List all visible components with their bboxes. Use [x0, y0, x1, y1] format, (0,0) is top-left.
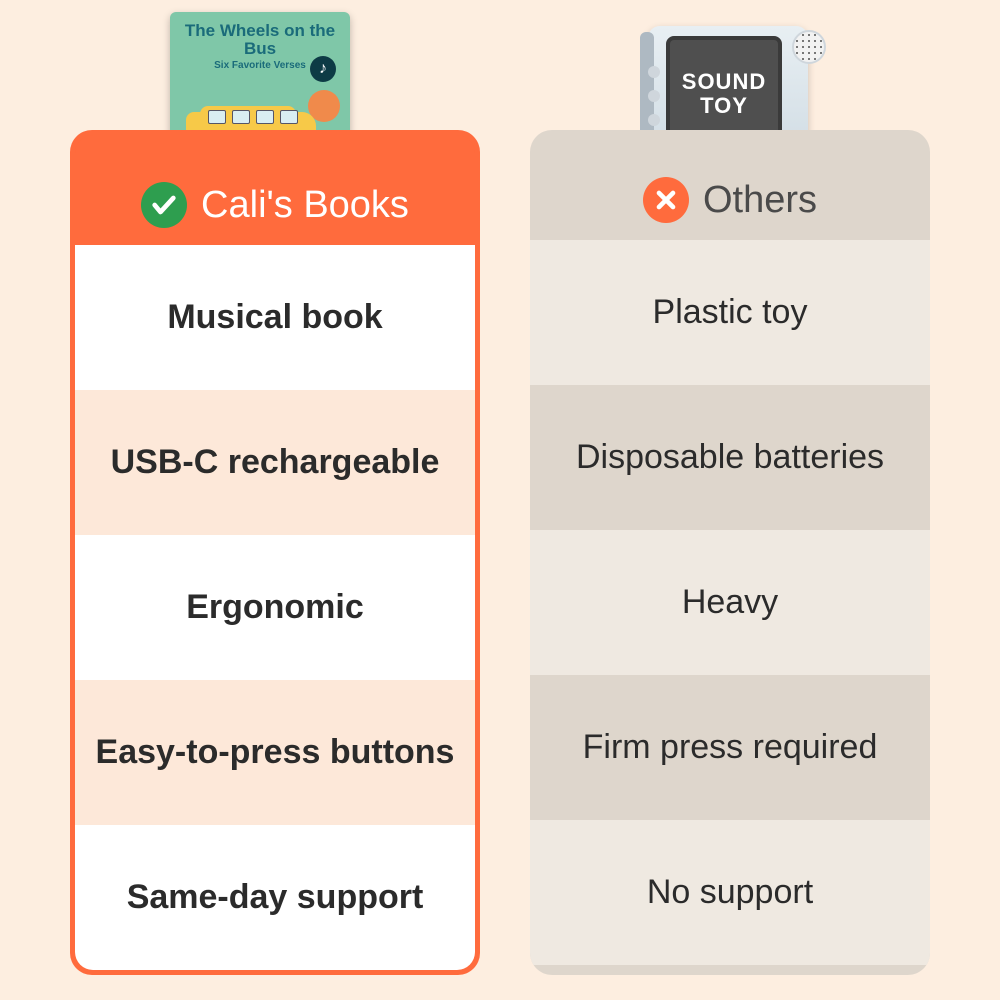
book-title: The Wheels on the Bus: [180, 22, 340, 58]
table-row: Plastic toy: [530, 240, 930, 385]
table-row: No support: [530, 820, 930, 965]
table-row: Same-day support: [75, 825, 475, 970]
table-row: Musical book: [75, 245, 475, 390]
table-row: Disposable batteries: [530, 385, 930, 530]
music-note-icon: ♪: [310, 56, 336, 82]
cross-icon: [643, 177, 689, 223]
column-title-right: Others: [703, 179, 817, 222]
column-title-left: Cali's Books: [201, 184, 409, 227]
column-header-right: Others: [530, 130, 930, 240]
cells-right: Plastic toy Disposable batteries Heavy F…: [530, 240, 930, 965]
table-row: Ergonomic: [75, 535, 475, 680]
column-others: Others Plastic toy Disposable batteries …: [530, 130, 930, 975]
speaker-icon: [792, 30, 826, 64]
check-icon: [141, 182, 187, 228]
table-row: USB-C rechargeable: [75, 390, 475, 535]
table-row: Easy-to-press buttons: [75, 680, 475, 825]
column-header-left: Cali's Books: [75, 135, 475, 245]
table-row: Firm press required: [530, 675, 930, 820]
comparison-table: Cali's Books Musical book USB-C recharge…: [70, 130, 930, 975]
cells-left: Musical book USB-C rechargeable Ergonomi…: [75, 245, 475, 970]
column-calis-books: Cali's Books Musical book USB-C recharge…: [70, 130, 480, 975]
table-row: Heavy: [530, 530, 930, 675]
